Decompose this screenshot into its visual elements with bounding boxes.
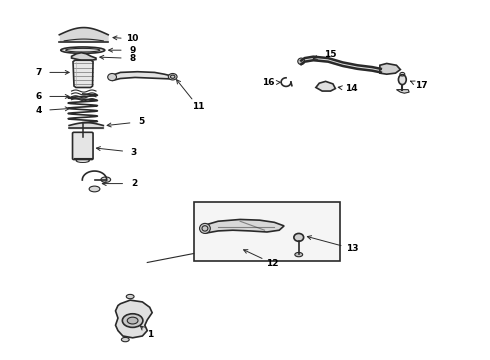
Ellipse shape	[108, 73, 117, 81]
Ellipse shape	[126, 294, 134, 299]
Text: 15: 15	[324, 50, 336, 59]
Ellipse shape	[61, 47, 105, 53]
Polygon shape	[396, 90, 409, 93]
Polygon shape	[316, 81, 335, 91]
Text: 16: 16	[262, 78, 274, 87]
FancyBboxPatch shape	[73, 132, 93, 159]
Text: 7: 7	[35, 68, 42, 77]
Text: 9: 9	[129, 46, 136, 55]
Ellipse shape	[122, 314, 143, 327]
Ellipse shape	[89, 186, 100, 192]
Ellipse shape	[101, 177, 111, 182]
Polygon shape	[380, 63, 400, 74]
Ellipse shape	[168, 73, 177, 80]
Text: 1: 1	[147, 330, 153, 339]
FancyBboxPatch shape	[194, 202, 340, 261]
Text: 14: 14	[345, 85, 358, 94]
Polygon shape	[116, 300, 152, 338]
Text: 6: 6	[35, 92, 42, 101]
Ellipse shape	[398, 75, 406, 85]
Text: 8: 8	[129, 54, 136, 63]
Text: 3: 3	[131, 148, 137, 157]
Text: 2: 2	[131, 179, 137, 188]
Text: 13: 13	[346, 244, 358, 253]
Text: 17: 17	[415, 81, 427, 90]
Text: 11: 11	[192, 102, 204, 111]
Polygon shape	[113, 72, 172, 80]
Ellipse shape	[298, 58, 305, 64]
Polygon shape	[72, 53, 96, 60]
Polygon shape	[73, 60, 93, 87]
Ellipse shape	[295, 252, 303, 257]
Ellipse shape	[127, 317, 138, 324]
Ellipse shape	[294, 233, 304, 241]
Text: 4: 4	[35, 106, 42, 115]
Text: 12: 12	[266, 258, 278, 267]
Ellipse shape	[199, 224, 210, 233]
Text: 5: 5	[138, 117, 145, 126]
Ellipse shape	[122, 337, 129, 342]
Polygon shape	[206, 220, 284, 233]
Text: 10: 10	[126, 35, 139, 44]
